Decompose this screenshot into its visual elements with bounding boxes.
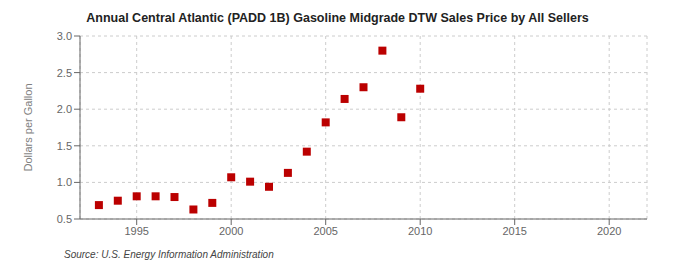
html-text:Annual Central Atlantic (PADD: Annual Central Atlantic (PADD 1B) Gasoli… — [86, 11, 589, 25]
svg-text:2000: 2000 — [219, 225, 243, 237]
svg-text:1995: 1995 — [124, 225, 148, 237]
svg-text:0.5: 0.5 — [57, 213, 72, 225]
svg-text:1.0: 1.0 — [57, 176, 72, 188]
html-text:Source: U.S. Energy Informatio: Source: U.S. Energy Information Administ… — [64, 249, 274, 260]
svg-text:2005: 2005 — [313, 225, 337, 237]
svg-text:3.0: 3.0 — [57, 30, 72, 42]
svg-text:2.5: 2.5 — [57, 67, 72, 79]
svg-text:Dollars per Gallon: Dollars per Gallon — [22, 83, 34, 171]
svg-text:1.5: 1.5 — [57, 140, 72, 152]
svg-text:2015: 2015 — [502, 225, 526, 237]
svg-text:2.0: 2.0 — [57, 103, 72, 115]
svg-text:2020: 2020 — [597, 225, 621, 237]
svg-text:2010: 2010 — [408, 225, 432, 237]
